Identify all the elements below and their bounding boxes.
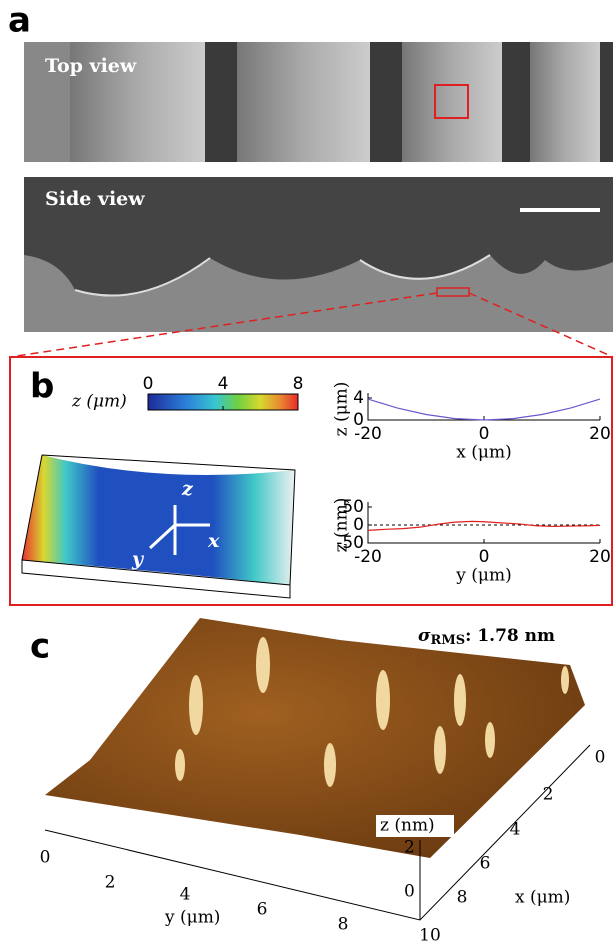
- zoom-line: [9, 292, 613, 358]
- axis: [367, 393, 600, 421]
- x-tick: 8: [457, 888, 468, 908]
- axis-name: y: [131, 548, 145, 570]
- caption: Top view: [45, 55, 137, 77]
- column: [402, 42, 502, 162]
- profile: [24, 255, 613, 332]
- y-tick-label: 50: [342, 497, 364, 517]
- z-tick: 2: [404, 838, 415, 858]
- x-tick-label: 0: [479, 547, 490, 567]
- y-tick: 0: [40, 848, 51, 868]
- y-tick: 6: [257, 900, 268, 920]
- line: [367, 398, 601, 421]
- y-tick-label: 4: [353, 388, 364, 408]
- x-tick-label: -20: [354, 547, 382, 567]
- value: : 1.78 nm: [465, 626, 555, 646]
- panel-label: c: [30, 627, 50, 667]
- colorbar-tick-label: 0: [143, 374, 154, 394]
- edge: [74, 254, 491, 297]
- x-tick-label: 0: [479, 424, 490, 444]
- z-tick: 0: [404, 882, 415, 902]
- roi: [434, 84, 469, 119]
- column: [530, 42, 600, 162]
- sub: RMS: [431, 633, 466, 648]
- 3d-axes: [44, 744, 591, 921]
- colorbar-label: z (μm): [71, 392, 127, 412]
- x-tick-label: 20: [589, 424, 611, 444]
- x-label: y (μm): [455, 566, 511, 586]
- y-tick: 8: [338, 915, 349, 935]
- caption: Side view: [45, 188, 145, 210]
- x-tick: 2: [543, 785, 554, 805]
- panel-box: [9, 356, 613, 606]
- axis-name: x: [207, 530, 220, 552]
- z-box: [376, 815, 454, 837]
- colorbar-tick-label: 4: [218, 374, 229, 394]
- y-label: z (μm): [332, 382, 352, 437]
- line: [367, 520, 601, 531]
- column: [24, 42, 70, 162]
- column: [237, 42, 370, 162]
- y-tick-label: 0: [353, 515, 364, 535]
- peaks: [175, 637, 569, 787]
- y-tick-label: -50: [336, 533, 364, 553]
- slab-face: [21, 559, 291, 599]
- y-tick: 2: [105, 873, 116, 893]
- y-label: y (μm): [164, 908, 220, 928]
- x-tick: 10: [419, 926, 441, 945]
- x-label: x (μm): [515, 888, 570, 908]
- sigma: σ: [418, 626, 431, 646]
- x-label: x (μm): [456, 443, 511, 463]
- panel-label: a: [8, 1, 31, 41]
- z-label: z (nm): [380, 816, 435, 836]
- axis-name: z: [181, 478, 194, 500]
- x-tick: 0: [595, 748, 606, 768]
- slab: [22, 455, 295, 585]
- roi: [436, 287, 470, 297]
- y-tick-label: 0: [353, 410, 364, 430]
- y-tick: 4: [180, 885, 191, 905]
- x-tick: 6: [480, 854, 491, 874]
- slab-edge: [21, 454, 296, 586]
- rms: σRMS: 1.78 nm: [418, 626, 555, 648]
- afm-surface: [45, 618, 585, 858]
- y-label: z (nm): [332, 498, 352, 553]
- axis: [367, 502, 600, 544]
- x-tick-label: 20: [589, 547, 611, 567]
- scale-bar: [520, 208, 600, 212]
- panel-label: b: [30, 367, 54, 407]
- axes-arrows: [148, 505, 210, 555]
- column: [70, 42, 205, 162]
- x-tick: 4: [510, 820, 521, 840]
- colorbar-tick-label: 8: [293, 374, 304, 394]
- x-tick-label: -20: [354, 424, 382, 444]
